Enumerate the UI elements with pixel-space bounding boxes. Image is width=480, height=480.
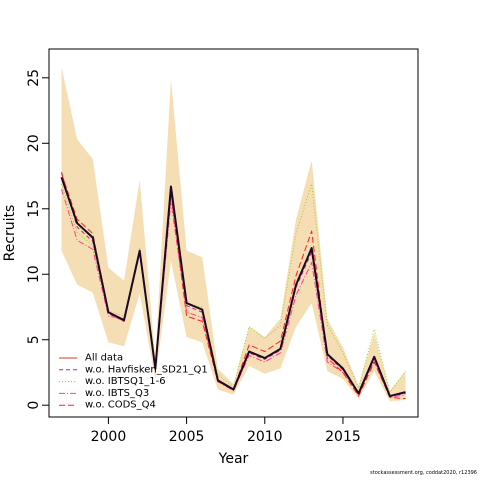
x-tick-label: 2000 xyxy=(91,429,127,445)
y-axis-label: Recruits xyxy=(2,205,18,262)
y-tick-label: 15 xyxy=(26,200,42,218)
legend-label: w.o. IBTS_Q3 xyxy=(85,388,149,399)
x-tick-label: 2015 xyxy=(325,429,361,445)
footnote: stockassessment.org, coddat2020, r12396 xyxy=(370,470,477,476)
x-tick-label: 2010 xyxy=(247,429,283,445)
confidence-band xyxy=(61,67,406,402)
legend-label: w.o. Havfisken_SD21_Q1 xyxy=(85,364,208,375)
y-tick-label: 25 xyxy=(26,69,42,87)
legend-label: w.o. CODS_Q4 xyxy=(85,400,156,411)
y-tick-label: 10 xyxy=(26,265,42,283)
x-tick-label: 2005 xyxy=(169,429,205,445)
y-tick-label: 5 xyxy=(26,335,42,344)
y-axis: 0 5 10 15 20 25 xyxy=(26,69,50,410)
legend-label: All data xyxy=(85,353,123,364)
y-tick-label: 0 xyxy=(26,401,42,410)
series-layer xyxy=(60,171,406,400)
series-line-4 xyxy=(61,188,406,398)
confidence-band-layer xyxy=(61,67,406,402)
x-axis: 2000 2005 2010 2015 xyxy=(91,416,361,445)
y-tick-label: 20 xyxy=(26,134,42,152)
x-axis-label: Year xyxy=(218,451,249,467)
legend-label: w.o. IBTSQ1_1-6 xyxy=(85,376,166,387)
series-line-estimate xyxy=(60,177,406,398)
